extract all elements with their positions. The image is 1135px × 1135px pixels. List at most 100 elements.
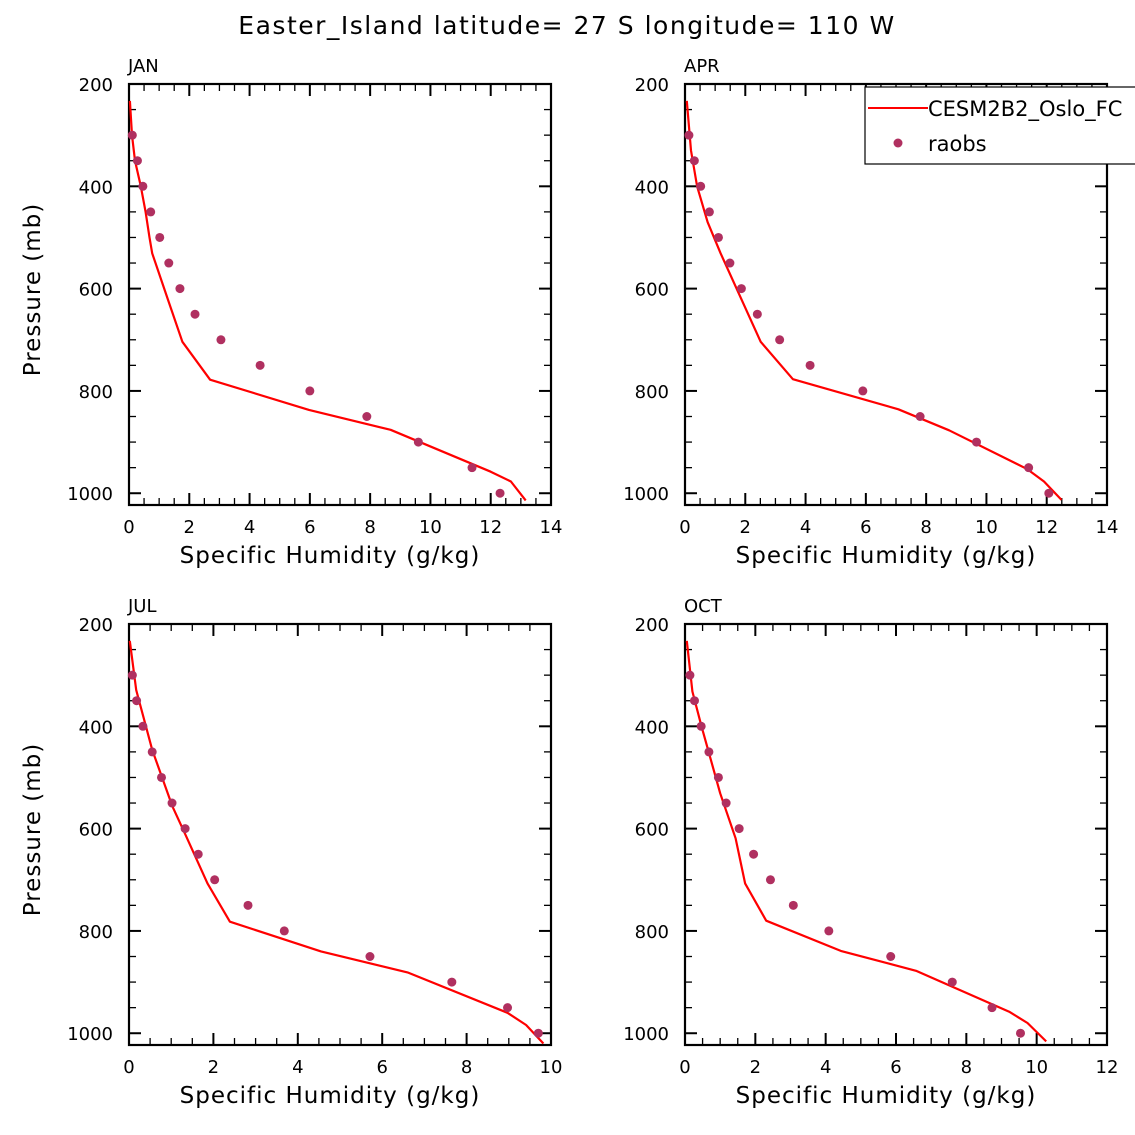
raobs-point	[721, 798, 731, 808]
raobs-point	[696, 181, 706, 191]
raobs-point	[805, 360, 815, 370]
raobs-point	[132, 696, 142, 706]
model-line	[128, 640, 545, 1045]
x-tick-label: 6	[304, 517, 315, 538]
x-tick-label: 12	[1096, 1057, 1119, 1078]
x-tick-label: 0	[679, 517, 690, 538]
y-tick-label: 800	[635, 382, 669, 403]
y-tick-label: 800	[79, 922, 113, 943]
raobs-point	[365, 952, 375, 962]
x-tick-label: 0	[679, 1057, 690, 1078]
x-tick-label: 8	[961, 1057, 972, 1078]
x-axis-title: Specific Humidity (g/kg)	[736, 1083, 1037, 1109]
raobs-point	[495, 488, 505, 498]
x-tick-label: 6	[890, 1057, 901, 1078]
legend-model-label: CESM2B2_Oslo_FC	[928, 97, 1122, 122]
x-tick-label: 6	[860, 517, 871, 538]
y-tick-label: 600	[635, 280, 669, 301]
panel-title: OCT	[684, 596, 723, 617]
y-tick-label: 200	[635, 75, 669, 96]
x-tick-label: 12	[479, 517, 502, 538]
raobs-point	[255, 360, 265, 370]
raobs-point	[947, 977, 957, 987]
raobs-point	[180, 824, 190, 834]
x-tick-label: 2	[740, 517, 751, 538]
raobs-point	[704, 207, 714, 217]
raobs-point	[216, 335, 226, 345]
raobs-point	[858, 386, 868, 396]
raobs-point	[127, 130, 137, 140]
raobs-point	[138, 181, 148, 191]
raobs-point	[210, 875, 220, 885]
panel-title: APR	[684, 56, 720, 77]
x-tick-label: 6	[376, 1057, 387, 1078]
raobs-point	[704, 747, 714, 757]
raobs-point	[175, 284, 185, 294]
x-tick-label: 10	[419, 517, 442, 538]
x-tick-label: 4	[800, 517, 811, 538]
raobs-point	[1024, 463, 1034, 473]
y-tick-label: 600	[79, 280, 113, 301]
raobs-point	[765, 875, 775, 885]
raobs-point	[156, 772, 166, 782]
raobs-point	[164, 258, 174, 268]
raobs-point	[167, 798, 177, 808]
x-tick-label: 2	[750, 1057, 761, 1078]
raobs-point	[193, 849, 203, 859]
legend-box	[864, 86, 1135, 165]
raobs-point	[736, 284, 746, 294]
x-tick-label: 10	[1025, 1057, 1048, 1078]
raobs-point	[713, 232, 723, 242]
raobs-point	[127, 670, 137, 680]
raobs-point	[689, 156, 699, 166]
plot-frame	[683, 622, 1109, 1047]
raobs-point	[915, 412, 925, 422]
y-tick-label: 600	[79, 820, 113, 841]
raobs-point	[971, 437, 981, 447]
y-tick-label: 200	[635, 615, 669, 636]
raobs-point	[685, 670, 695, 680]
y-tick-label: 400	[79, 177, 113, 198]
raobs-point	[1044, 488, 1054, 498]
figure-title: Easter_Island latitude= 27 S longitude= …	[238, 11, 895, 40]
x-axis-title: Specific Humidity (g/kg)	[736, 543, 1037, 569]
x-tick-label: 0	[123, 517, 134, 538]
y-tick-label: 200	[79, 75, 113, 96]
model-line	[128, 100, 527, 502]
x-tick-label: 8	[461, 1057, 472, 1078]
x-tick-label: 10	[540, 1057, 563, 1078]
x-tick-label: 12	[1035, 517, 1058, 538]
legend-dot-marker	[893, 138, 903, 148]
raobs-point	[243, 900, 253, 910]
panel-jan: 200 400 600 800 1000 0 2 4 6 8 10 12 14 JAN Specific H…	[20, 56, 562, 569]
panel-oct: 200 400 600 800 1000 0 2 4 6 8 10 12 OCT Specific Hum…	[623, 596, 1118, 1109]
x-tick-label: 8	[920, 517, 931, 538]
raobs-point	[1015, 1028, 1025, 1038]
raobs-point	[533, 1028, 543, 1038]
x-tick-label: 8	[364, 517, 375, 538]
x-tick-label: 4	[292, 1057, 303, 1078]
raobs-point	[749, 849, 759, 859]
raobs-point	[447, 977, 457, 987]
x-tick-label: 2	[184, 517, 195, 538]
x-tick-label: 4	[820, 1057, 831, 1078]
raobs-point	[788, 900, 798, 910]
raobs-point	[279, 926, 289, 936]
y-tick-label: 1000	[623, 484, 669, 505]
raobs-point	[138, 721, 148, 731]
panel-title: JAN	[127, 56, 159, 77]
y-tick-label: 600	[635, 820, 669, 841]
y-tick-label: 1000	[67, 1024, 113, 1045]
raobs-point	[362, 412, 372, 422]
model-line	[685, 640, 1047, 1043]
raobs-point	[503, 1003, 513, 1013]
y-tick-label: 1000	[67, 484, 113, 505]
raobs-point	[734, 824, 744, 834]
raobs-point	[725, 258, 735, 268]
y-tick-label: 1000	[623, 1024, 669, 1045]
y-tick-label: 400	[635, 717, 669, 738]
x-axis-title: Specific Humidity (g/kg)	[180, 543, 481, 569]
raobs-point	[413, 437, 423, 447]
y-tick-label: 800	[635, 922, 669, 943]
